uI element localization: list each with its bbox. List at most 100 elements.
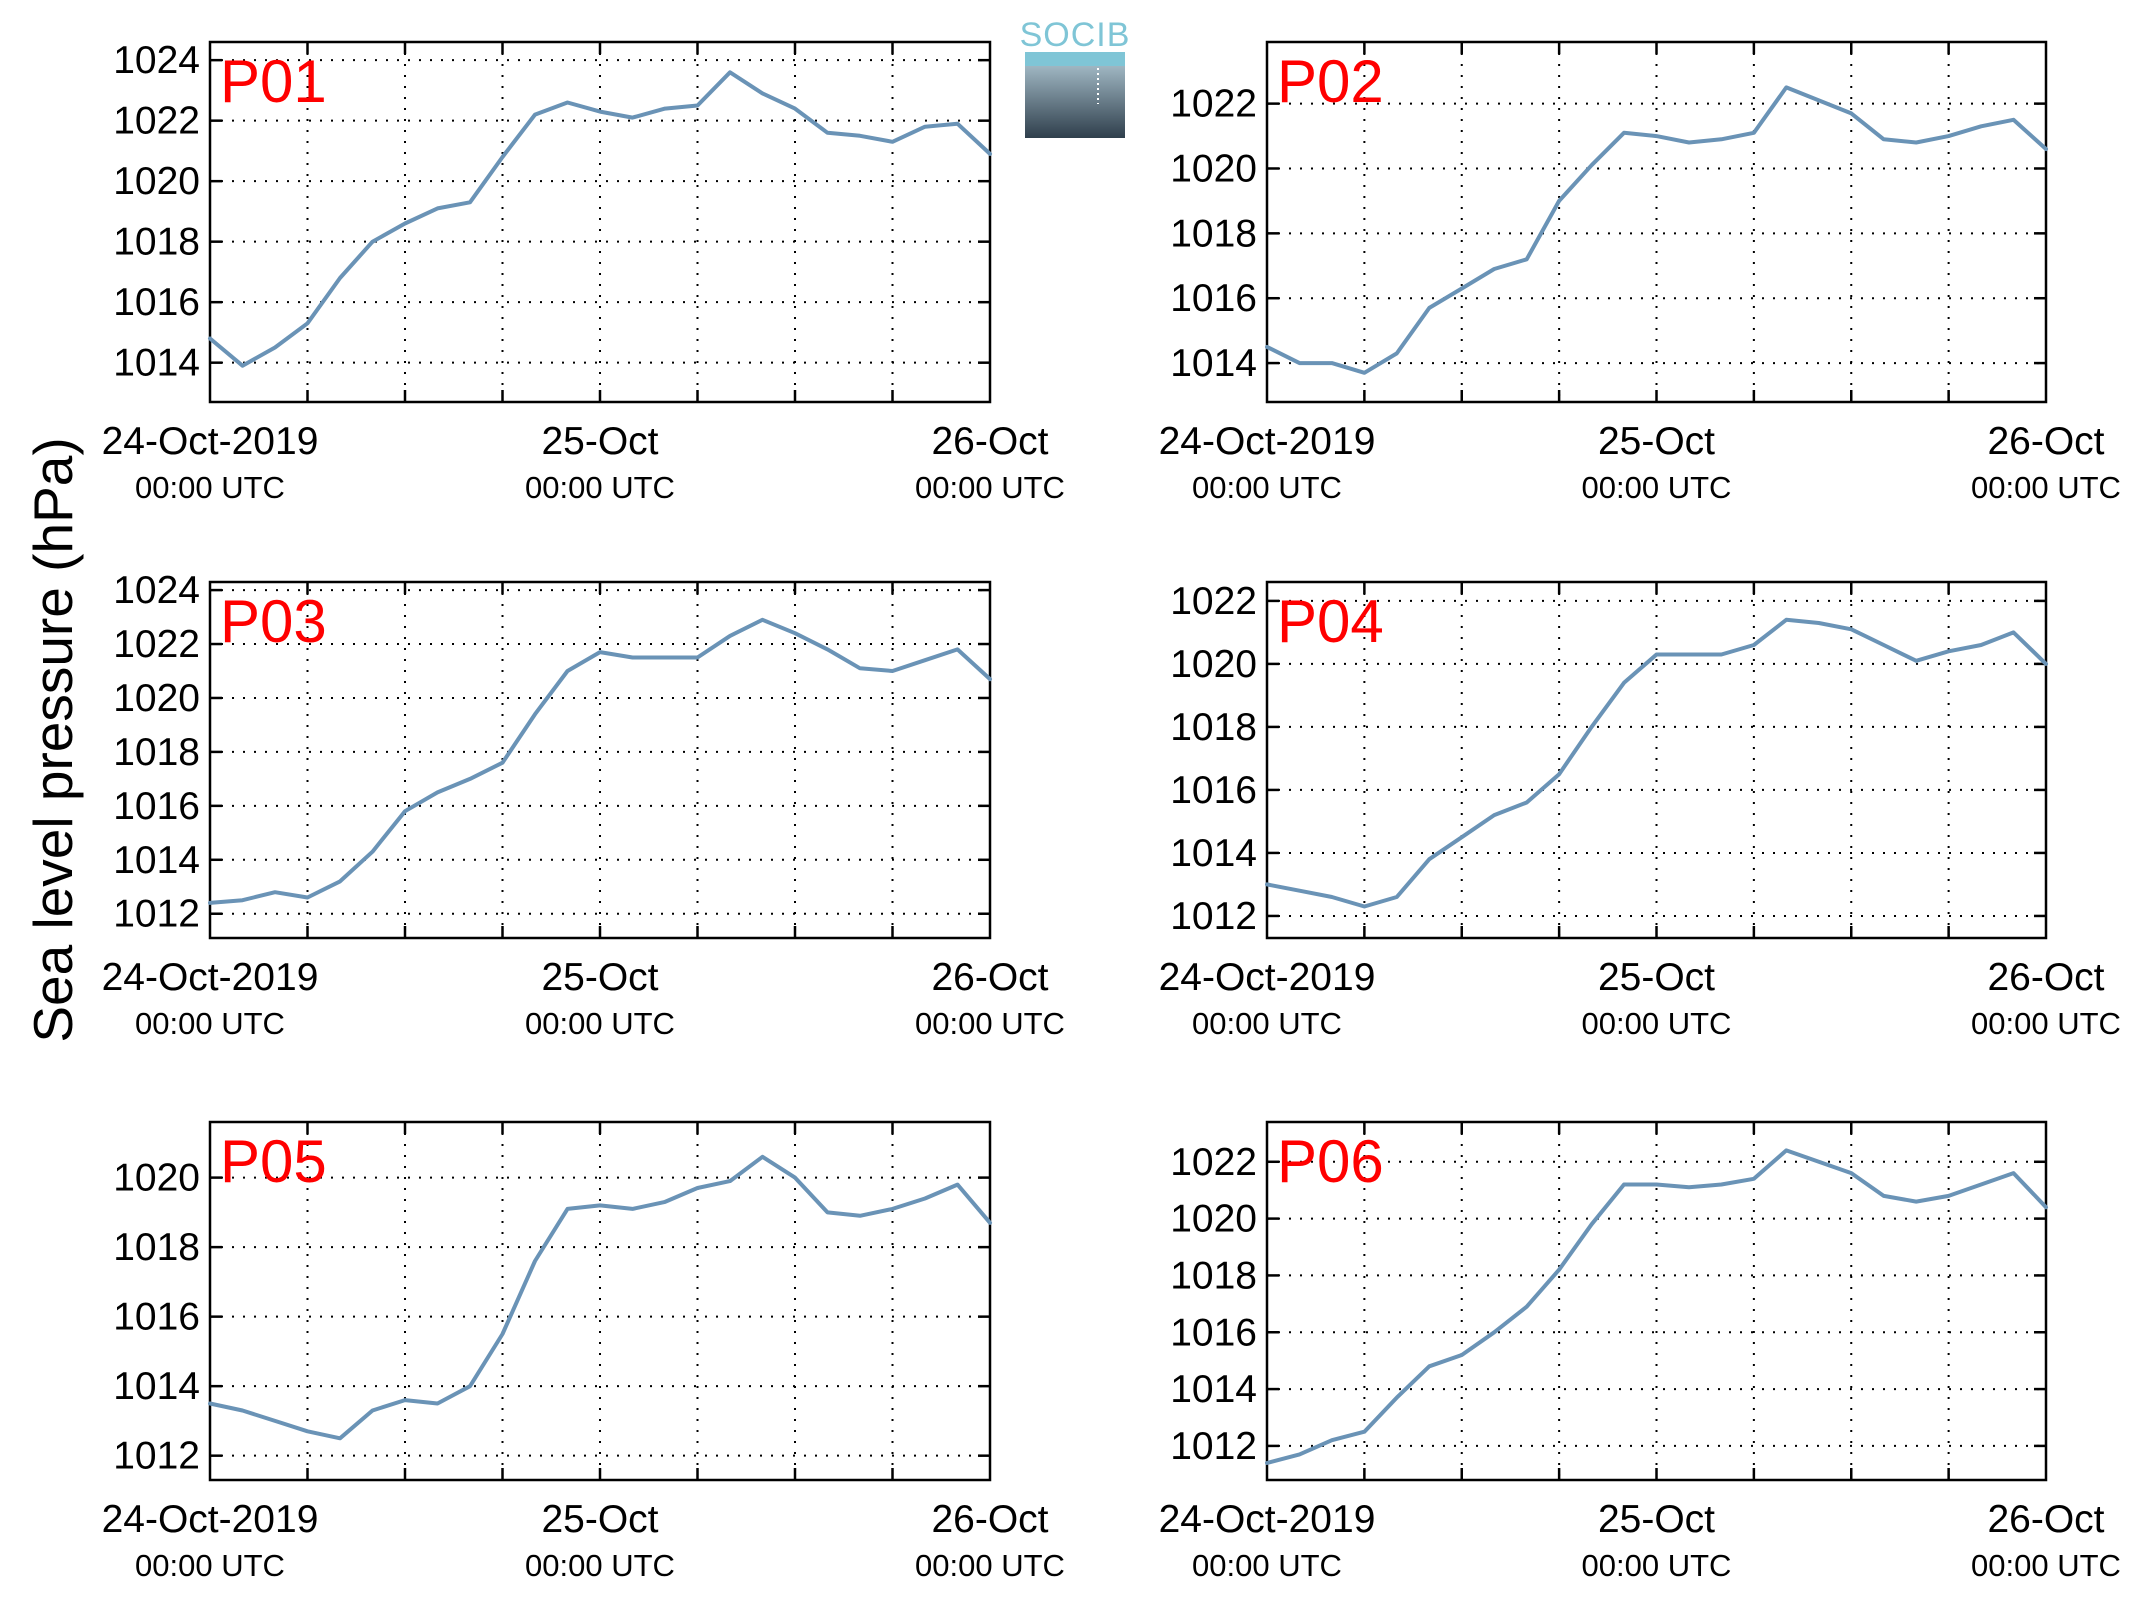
panel-title: P03 <box>220 588 327 655</box>
y-tick-label: 1018 <box>113 731 200 774</box>
chart-panel-p01: 1014 1016 1018 1020 1022 1024 24-Oct-2019 00:00… <box>102 39 1065 505</box>
y-tick-label: 1016 <box>113 1296 200 1339</box>
x-tick-label: 26-Oct <box>1987 1498 2104 1541</box>
y-tick-label: 1020 <box>113 677 200 720</box>
y-tick-label: 1020 <box>1170 643 1257 686</box>
x-tick-sublabel: 00:00 UTC <box>1582 1006 1732 1041</box>
x-tick-label: 25-Oct <box>541 1498 658 1541</box>
y-tick-label: 1022 <box>113 623 200 666</box>
x-tick-label: 25-Oct <box>1598 956 1715 999</box>
y-tick-label: 1014 <box>1170 342 1257 385</box>
y-tick-label: 1020 <box>113 160 200 203</box>
panels: 1014 1016 1018 1020 1022 1024 24-Oct-2019 00:00… <box>102 39 2121 1583</box>
x-tick-sublabel: 00:00 UTC <box>135 470 285 505</box>
pressure-series-line <box>208 1154 992 1441</box>
y-tick-label: 1018 <box>113 221 200 264</box>
x-tick-sublabel: 00:00 UTC <box>525 1006 675 1041</box>
x-tick-label: 24-Oct-2019 <box>1159 1498 1376 1541</box>
panel-title: P05 <box>220 1128 327 1195</box>
x-tick-sublabel: 00:00 UTC <box>1582 470 1732 505</box>
x-tick-label: 26-Oct <box>931 956 1048 999</box>
logo-text: SOCIB <box>1020 16 1131 54</box>
panel-title: P01 <box>220 48 327 115</box>
x-tick-sublabel: 00:00 UTC <box>1192 1548 1342 1583</box>
axes-frame <box>208 580 992 940</box>
axes-frame <box>1265 1120 2048 1482</box>
y-tick-label: 1014 <box>113 839 200 882</box>
chart-panel-p02: 1014 1016 1018 1020 1022 24-Oct-2019 00:00 UTC… <box>1159 40 2121 505</box>
y-tick-label: 1012 <box>113 1435 200 1478</box>
logo-block <box>1025 66 1125 138</box>
chart-panel-p04: 1012 1014 1016 1018 1020 1022 24-Oct-2019 00:00… <box>1159 580 2121 1041</box>
y-tick-label: 1014 <box>1170 832 1257 875</box>
x-tick-sublabel: 00:00 UTC <box>1582 1548 1732 1583</box>
x-tick-sublabel: 00:00 UTC <box>1192 1006 1342 1041</box>
y-tick-label: 1012 <box>1170 895 1257 938</box>
y-tick-label: 1024 <box>113 569 200 612</box>
x-tick-label: 24-Oct-2019 <box>1159 420 1376 463</box>
y-tick-label: 1020 <box>113 1157 200 1200</box>
pressure-series-line <box>1265 617 2048 909</box>
socib-logo: SOCIB <box>1020 16 1131 138</box>
y-tick-label: 1014 <box>113 1365 200 1408</box>
y-tick-label: 1024 <box>113 39 200 82</box>
chart-panel-p03: 1012 1014 1016 1018 1020 1022 1024 24-Oct-2019 0… <box>102 569 1065 1041</box>
axes-frame <box>1265 40 2048 404</box>
y-tick-label: 1016 <box>1170 277 1257 320</box>
y-tick-label: 1016 <box>113 281 200 324</box>
logo-band <box>1025 52 1125 66</box>
y-tick-label: 1016 <box>1170 769 1257 812</box>
x-tick-sublabel: 00:00 UTC <box>135 1006 285 1041</box>
y-tick-label: 1022 <box>1170 83 1257 126</box>
x-tick-sublabel: 00:00 UTC <box>915 470 1065 505</box>
x-tick-sublabel: 00:00 UTC <box>1971 1548 2121 1583</box>
y-tick-label: 1020 <box>1170 147 1257 190</box>
x-tick-sublabel: 00:00 UTC <box>1192 470 1342 505</box>
x-tick-sublabel: 00:00 UTC <box>915 1548 1065 1583</box>
x-tick-sublabel: 00:00 UTC <box>915 1006 1065 1041</box>
panel-title: P06 <box>1277 1128 1384 1195</box>
chart-panel-p06: 1012 1014 1016 1018 1020 1022 24-Oct-2019 00:00… <box>1159 1120 2121 1583</box>
x-tick-label: 25-Oct <box>541 956 658 999</box>
y-tick-label: 1016 <box>113 785 200 828</box>
pressure-series-line <box>1265 1148 2048 1465</box>
axes-frame <box>208 40 992 404</box>
y-tick-label: 1018 <box>113 1226 200 1269</box>
x-tick-label: 26-Oct <box>931 420 1048 463</box>
x-tick-sublabel: 00:00 UTC <box>135 1548 285 1583</box>
y-tick-label: 1020 <box>1170 1198 1257 1241</box>
x-tick-sublabel: 00:00 UTC <box>525 470 675 505</box>
x-tick-label: 25-Oct <box>541 420 658 463</box>
y-axis-label: Sea level pressure (hPa) <box>22 437 84 1042</box>
x-tick-label: 24-Oct-2019 <box>102 956 319 999</box>
pressure-series-line <box>208 70 992 368</box>
x-tick-label: 24-Oct-2019 <box>102 1498 319 1541</box>
y-tick-label: 1016 <box>1170 1311 1257 1354</box>
x-tick-sublabel: 00:00 UTC <box>525 1548 675 1583</box>
x-tick-sublabel: 00:00 UTC <box>1971 1006 2121 1041</box>
x-tick-label: 25-Oct <box>1598 420 1715 463</box>
chart-panel-p05: 1012 1014 1016 1018 1020 24-Oct-2019 00:00 UTC… <box>102 1120 1065 1583</box>
pressure-series-line <box>208 617 992 905</box>
panel-title: P04 <box>1277 588 1384 655</box>
x-tick-label: 24-Oct-2019 <box>1159 956 1376 999</box>
x-tick-sublabel: 00:00 UTC <box>1971 470 2121 505</box>
x-tick-label: 24-Oct-2019 <box>102 420 319 463</box>
y-tick-label: 1014 <box>113 342 200 385</box>
y-tick-label: 1018 <box>1170 1254 1257 1297</box>
x-tick-label: 26-Oct <box>1987 956 2104 999</box>
y-tick-label: 1022 <box>1170 1141 1257 1184</box>
y-tick-label: 1018 <box>1170 212 1257 255</box>
pressure-series-line <box>1265 85 2048 375</box>
x-tick-label: 25-Oct <box>1598 1498 1715 1541</box>
y-tick-label: 1012 <box>1170 1425 1257 1468</box>
y-tick-label: 1018 <box>1170 706 1257 749</box>
axes-frame <box>208 1120 992 1482</box>
y-tick-label: 1022 <box>113 100 200 143</box>
axes-frame <box>1265 580 2048 940</box>
x-tick-label: 26-Oct <box>1987 420 2104 463</box>
y-tick-label: 1022 <box>1170 580 1257 623</box>
x-tick-label: 26-Oct <box>931 1498 1048 1541</box>
y-tick-label: 1012 <box>113 893 200 936</box>
